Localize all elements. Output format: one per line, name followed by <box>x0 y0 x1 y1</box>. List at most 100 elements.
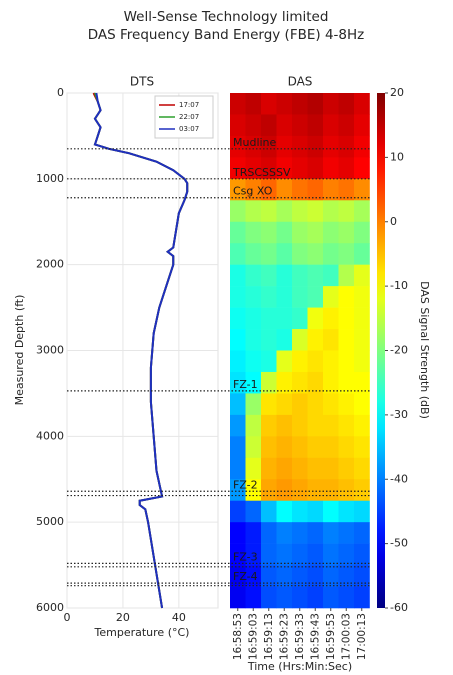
chart-title: Well-Sense Technology limited <box>124 9 329 25</box>
heatmap-cell <box>276 135 293 158</box>
heatmap-cell <box>292 243 308 265</box>
heatmap-cell <box>354 200 370 223</box>
heatmap-cell <box>276 329 293 351</box>
heatmap-cell <box>261 500 277 523</box>
heatmap-cell <box>323 135 339 158</box>
heatmap-cell <box>307 436 324 459</box>
heatmap-cell <box>261 178 277 201</box>
x-tick-label: 20 <box>116 611 130 624</box>
y-axis-label: Measured Depth (ft) <box>13 295 26 406</box>
x-tick-label: 16:59:53 <box>325 613 337 660</box>
heatmap-cell <box>230 93 246 115</box>
legend-label: 17:07 <box>179 101 199 109</box>
heatmap-cell <box>354 93 370 115</box>
colorbar-tick-label: 20 <box>390 86 404 99</box>
heatmap-cell <box>276 522 293 544</box>
heatmap-cell <box>292 307 308 330</box>
heatmap-cell <box>354 264 370 287</box>
heatmap-cell <box>245 350 262 373</box>
x-tick-label: 16:58:53 <box>232 613 244 660</box>
heatmap-cell <box>230 586 246 609</box>
heatmap-cell <box>292 350 308 373</box>
heatmap-cell <box>323 157 339 180</box>
heatmap-cell <box>261 114 277 137</box>
heatmap-cell <box>292 565 308 587</box>
heatmap-cell <box>323 543 339 566</box>
heatmap-cell <box>354 286 370 308</box>
heatmap-cell <box>230 135 246 158</box>
heatmap-cell <box>276 565 293 587</box>
heatmap-cell <box>292 264 308 287</box>
colorbar-tick-label: -40 <box>390 472 408 485</box>
heatmap-cell <box>307 114 324 137</box>
heatmap-cell <box>292 329 308 351</box>
heatmap-cell <box>292 221 308 244</box>
heatmap-cell <box>307 414 324 437</box>
heatmap-cell <box>307 243 324 265</box>
heatmap-cell <box>261 135 277 158</box>
heatmap-cell <box>261 93 277 115</box>
heatmap-cell <box>354 114 370 137</box>
heatmap-cell <box>261 350 277 373</box>
heatmap-cell <box>245 329 262 351</box>
heatmap-cell <box>307 157 324 180</box>
heatmap-cell <box>276 371 293 394</box>
heatmap-cell <box>307 586 324 609</box>
heatmap-cell <box>230 543 246 566</box>
heatmap-cell <box>230 350 246 373</box>
heatmap-cell <box>276 307 293 330</box>
x-axis-label: Time (Hrs:Min:Sec) <box>247 660 352 673</box>
heatmap-cell <box>292 457 308 480</box>
heatmap-cell <box>245 371 262 394</box>
y-tick-label: 1000 <box>36 172 64 185</box>
heatmap-cell <box>323 393 339 416</box>
heatmap-cell <box>323 414 339 437</box>
heatmap-cell <box>354 457 370 480</box>
colorbar <box>377 93 385 608</box>
heatmap-cell <box>292 393 308 416</box>
heatmap-cell <box>230 221 246 244</box>
heatmap-cell <box>323 522 339 544</box>
heatmap-cell <box>307 221 324 244</box>
heatmap-cell <box>323 178 339 201</box>
heatmap-cell <box>323 586 339 609</box>
heatmap-cell <box>307 286 324 308</box>
colorbar-label: DAS Signal Strength (dB) <box>418 281 431 419</box>
heatmap-cell <box>245 500 262 523</box>
heatmap-cell <box>261 157 277 180</box>
heatmap-cell <box>276 457 293 480</box>
heatmap-cell <box>338 286 355 308</box>
x-tick-label: 16:59:23 <box>278 613 290 660</box>
heatmap-cell <box>323 114 339 137</box>
heatmap-cell <box>230 114 246 137</box>
heatmap-cell <box>230 264 246 287</box>
heatmap-cell <box>354 371 370 394</box>
heatmap-cell <box>230 457 246 480</box>
heatmap-cell <box>276 393 293 416</box>
heatmap-cell <box>354 522 370 544</box>
heatmap-cell <box>338 329 355 351</box>
heatmap-cell <box>276 479 293 502</box>
heatmap-cell <box>354 350 370 373</box>
heatmap-cell <box>354 157 370 180</box>
heatmap-cell <box>230 200 246 223</box>
heatmap-cell <box>245 114 262 137</box>
heatmap-cell <box>245 393 262 416</box>
heatmap-cell <box>354 565 370 587</box>
heatmap-cell <box>261 329 277 351</box>
y-tick-label: 0 <box>57 86 64 99</box>
heatmap-cell <box>338 543 355 566</box>
heatmap-cell <box>338 178 355 201</box>
heatmap-cell <box>354 500 370 523</box>
heatmap-cell <box>261 436 277 459</box>
heatmap-cell <box>230 479 246 502</box>
heatmap-cell <box>276 586 293 609</box>
heatmap-cell <box>245 264 262 287</box>
heatmap-cell <box>307 93 324 115</box>
legend-label: 03:07 <box>179 125 199 133</box>
colorbar-tick-label: -30 <box>390 408 408 421</box>
heatmap-cell <box>354 414 370 437</box>
heatmap-cell <box>230 565 246 587</box>
heatmap-cell <box>276 414 293 437</box>
